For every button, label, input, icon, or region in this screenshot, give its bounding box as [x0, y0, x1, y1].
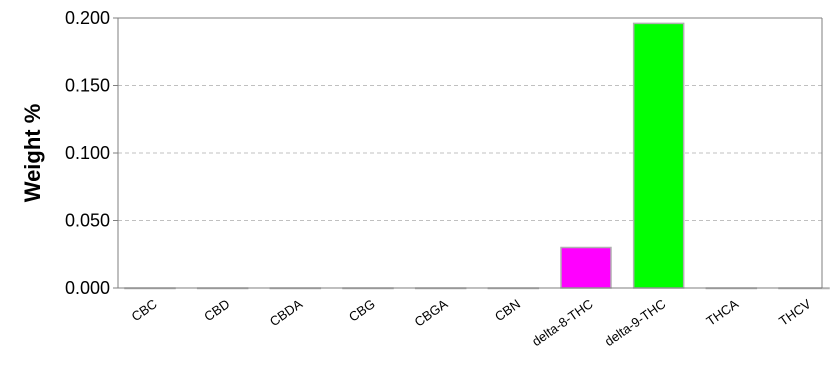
x-tick-label: CBC [129, 296, 160, 324]
y-tick-label: 0.200 [65, 8, 110, 28]
x-tick-label: THCV [776, 296, 814, 329]
bar-delta-9-thc [632, 22, 685, 289]
y-tick-label: 0.050 [65, 211, 110, 231]
x-tick-label: CBDA [267, 296, 305, 329]
x-axis-ticks: CBC CBD CBDA CBG CBGA CBN delta-8-THC delta-9-T… [129, 296, 814, 349]
x-tick-label: THCA [703, 296, 741, 329]
y-axis-ticks: 0.000 0.050 0.100 0.150 0.200 [65, 8, 118, 298]
x-tick-label: delta-9-THC [602, 296, 669, 349]
x-tick-label: delta-8-THC [529, 296, 596, 349]
y-tick-label: 0.100 [65, 143, 110, 163]
bars [124, 22, 830, 290]
y-axis-title: Weight % [20, 104, 45, 203]
axes [117, 17, 823, 289]
x-tick-label: CBN [492, 296, 523, 324]
x-tick-label: CBGA [412, 296, 451, 330]
bar-delta-8-thc [560, 246, 612, 289]
y-tick-label: 0.000 [65, 278, 110, 298]
x-tick-label: CBG [346, 296, 378, 324]
gridlines [118, 17, 822, 221]
x-tick-label: CBD [201, 296, 232, 324]
y-tick-label: 0.150 [65, 76, 110, 96]
